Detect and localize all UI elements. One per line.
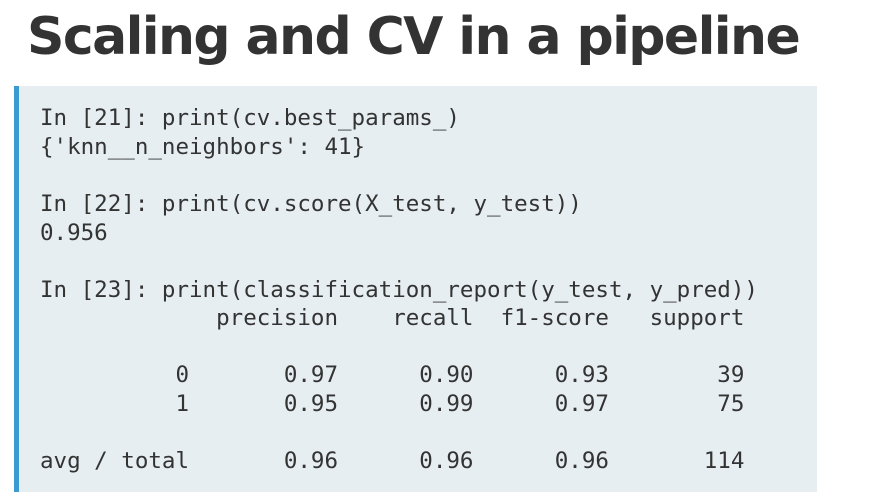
report-header-row: precision recall f1-score support [40, 305, 745, 331]
code-line-input-22: In [22]: print(cv.score(X_test, y_test)) [40, 191, 582, 217]
code-block: In [21]: print(cv.best_params_) {'knn__n… [14, 86, 817, 492]
slide-title: Scaling and CV in a pipeline [27, 7, 801, 67]
code-line-output-best-params: {'knn__n_neighbors': 41} [40, 134, 366, 160]
code-line-output-score: 0.956 [40, 220, 108, 246]
report-row-avg-total: avg / total 0.96 0.96 0.96 114 [40, 448, 745, 474]
report-row-class-0: 0 0.97 0.90 0.93 39 [40, 362, 745, 388]
code-line-input-21: In [21]: print(cv.best_params_) [40, 105, 460, 131]
code-line-input-23: In [23]: print(classification_report(y_t… [40, 277, 758, 303]
report-row-class-1: 1 0.95 0.99 0.97 75 [40, 391, 745, 417]
